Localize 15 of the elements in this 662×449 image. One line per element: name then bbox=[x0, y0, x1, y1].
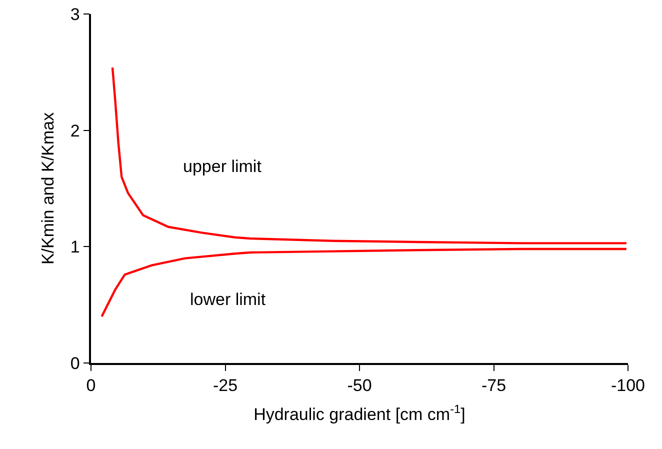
x-tick-label: -50 bbox=[347, 376, 372, 396]
x-tick-label: 0 bbox=[86, 376, 96, 396]
x-tick-label: -75 bbox=[481, 376, 506, 396]
annotation: upper limit bbox=[183, 157, 262, 176]
line-series bbox=[100, 248, 628, 318]
annotation: lower limit bbox=[190, 290, 266, 309]
y-axis-title: K/Kmin and K/Kmax bbox=[38, 112, 58, 265]
line-series bbox=[111, 66, 628, 244]
x-tick-label: -25 bbox=[212, 376, 238, 396]
y-tick-label: 0 bbox=[70, 354, 80, 373]
y-tick-label: 1 bbox=[70, 238, 80, 257]
y-tick-label: 2 bbox=[70, 121, 80, 140]
x-tick-label: -100 bbox=[610, 376, 646, 396]
y-tick-label: 3 bbox=[70, 4, 80, 24]
x-axis-title: Hydraulic gradient [cm cm$^{-1}$] bbox=[254, 402, 466, 424]
